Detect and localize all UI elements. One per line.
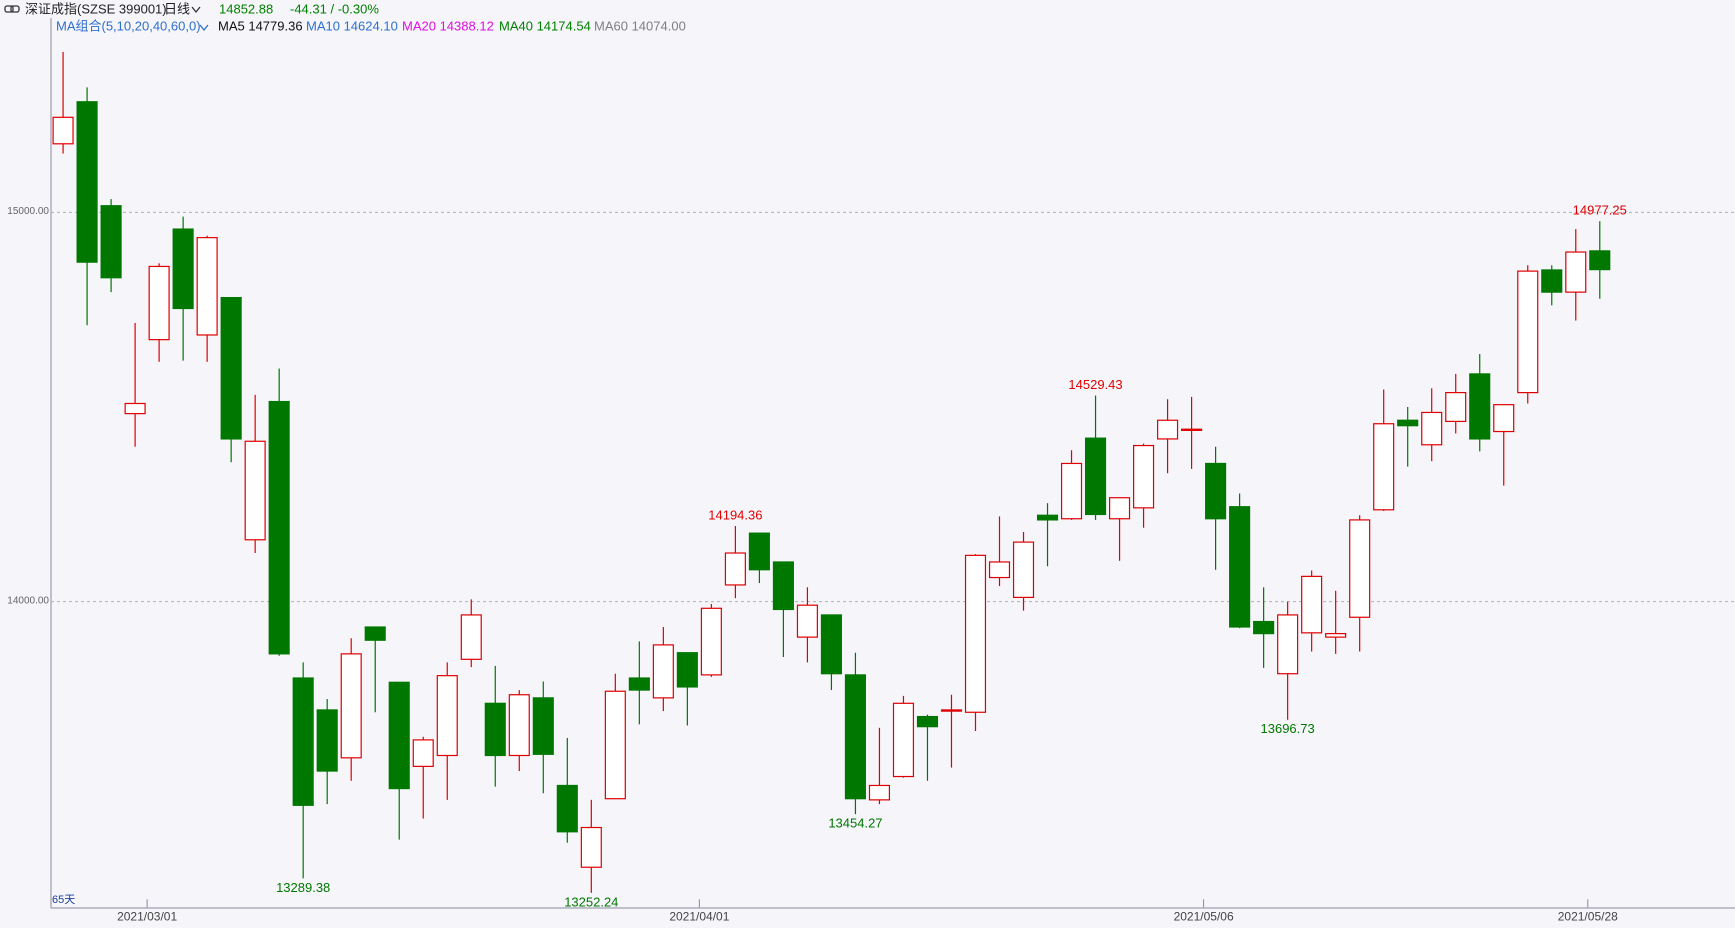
instrument-name: 深证成指(SZSE 399001) [25, 1, 167, 16]
high-label: 14194.36 [708, 507, 762, 522]
candle-body [268, 400, 290, 655]
ma-dropdown-arrow[interactable] [199, 24, 209, 32]
candle-body [1157, 419, 1179, 440]
candle-body [772, 561, 794, 611]
candle-body [1109, 497, 1131, 520]
candle-body [172, 228, 194, 310]
x-tick-label: 2021/05/28 [1558, 910, 1618, 924]
candle-body [1181, 428, 1203, 431]
candle-body [244, 440, 266, 541]
low-label: 13289.38 [276, 880, 330, 895]
candle-body [460, 614, 482, 660]
candle-body [508, 694, 530, 757]
candle-body [1421, 411, 1443, 446]
candle-body [484, 702, 506, 757]
ma-legend: MA40 14174.54 [499, 18, 591, 33]
candle-body [316, 709, 338, 772]
candle-body [1397, 419, 1419, 427]
candle-body [1493, 404, 1515, 433]
candle-body [124, 402, 146, 415]
candle-body [436, 675, 458, 757]
candle-body [1036, 514, 1059, 521]
candle-body [1277, 614, 1299, 675]
candle-body [700, 607, 722, 676]
candle-body [532, 697, 554, 755]
x-tick-label: 2021/05/06 [1174, 910, 1234, 924]
link-icon-part [10, 5, 20, 13]
low-label: 13696.73 [1261, 721, 1315, 736]
candle-body [220, 296, 242, 440]
candle-body [892, 702, 915, 778]
day-count: 65天 [52, 894, 75, 906]
candle-body [724, 552, 746, 586]
candle-body [1589, 250, 1611, 271]
ma-group-selector[interactable]: MA组合(5,10,20,40,60,0) [56, 18, 201, 33]
candle-body [1060, 462, 1083, 520]
candle-body [748, 532, 770, 571]
candle-body [100, 205, 122, 279]
ma-legend: MA60 14074.00 [594, 18, 686, 33]
ma-legend: MA5 14779.36 [218, 18, 303, 33]
candle-body [916, 715, 939, 728]
candle-body [556, 784, 578, 833]
candle-body [196, 237, 218, 336]
candle-body [1517, 270, 1539, 394]
candle-body [1229, 506, 1251, 628]
candle-body [868, 784, 891, 801]
price-change: -44.31 / -0.30% [290, 1, 379, 16]
candle-body [1325, 633, 1347, 638]
ma-legend: MA20 14388.12 [402, 18, 494, 33]
candle-body [604, 690, 626, 800]
candle-body [1253, 620, 1275, 635]
candle-body [796, 604, 818, 638]
candle-body [652, 644, 674, 699]
x-tick-label: 2021/03/01 [117, 910, 177, 924]
candle-body [1084, 437, 1107, 516]
candle-body [52, 116, 74, 145]
candle-body [988, 561, 1011, 579]
y-tick-label: 15000.00 [7, 206, 49, 217]
candle-body [1133, 444, 1155, 509]
last-price: 14852.88 [219, 1, 273, 16]
low-label: 13454.27 [828, 816, 882, 831]
candle-body [1445, 391, 1467, 423]
candle-body [964, 554, 987, 713]
candle-body [412, 739, 434, 767]
candle-body [1012, 541, 1035, 599]
x-tick-label: 2021/04/01 [669, 910, 729, 924]
candle-body [148, 265, 170, 341]
candle-body [844, 674, 866, 800]
period-dropdown-arrow[interactable] [191, 6, 201, 14]
high-label: 14977.25 [1573, 203, 1627, 218]
candle-body [676, 652, 698, 688]
candle-body [388, 681, 410, 790]
candle-body [76, 101, 98, 263]
candle-body [1565, 251, 1587, 293]
ma-legend: MA10 14624.10 [306, 18, 398, 33]
high-label: 14529.43 [1068, 377, 1122, 392]
candle-body [580, 826, 602, 868]
candle-body [364, 626, 386, 641]
candle-body [1469, 373, 1491, 440]
candle-body [1205, 462, 1227, 520]
candle-body [1373, 423, 1395, 511]
candle-body [1349, 519, 1371, 618]
link-icon[interactable] [4, 5, 20, 13]
low-label: 13252.24 [564, 894, 618, 909]
y-tick-label: 14000.00 [7, 595, 49, 606]
period-selector[interactable]: 日线 [164, 1, 190, 16]
candle-body [292, 677, 314, 806]
candle-body [1541, 269, 1563, 293]
candle-body [628, 677, 650, 691]
link-icon-part [4, 5, 14, 13]
candle-body [1301, 575, 1323, 634]
candle-body [820, 614, 842, 675]
candle-body [940, 709, 963, 712]
candle-body [340, 653, 362, 759]
